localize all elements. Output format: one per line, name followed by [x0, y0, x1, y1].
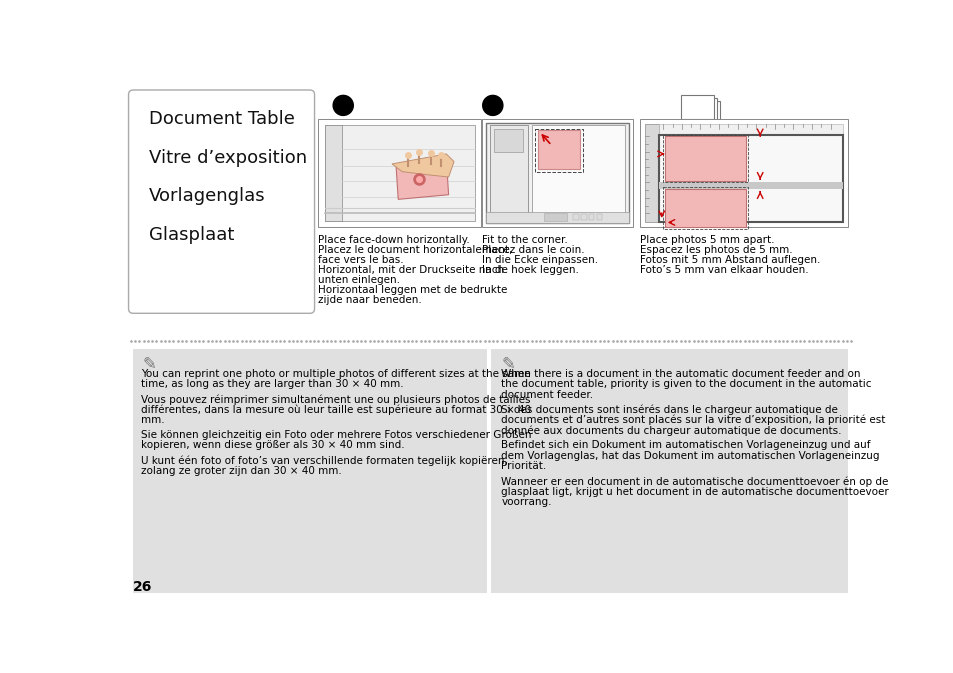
Text: the document table, priority is given to the document in the automatic: the document table, priority is given to…	[500, 379, 871, 389]
Bar	[324, 125, 341, 221]
Text: 1: 1	[338, 103, 348, 116]
Bar	[664, 136, 745, 181]
Polygon shape	[395, 160, 448, 199]
Text: zolang ze groter zijn dan 30 × 40 mm.: zolang ze groter zijn dan 30 × 40 mm.	[141, 466, 341, 476]
Bar	[664, 188, 745, 227]
Text: zijde naar beneden.: zijde naar beneden.	[318, 295, 422, 305]
Text: Vorlagenglas: Vorlagenglas	[149, 187, 265, 205]
Text: glasplaat ligt, krijgt u het document in de automatische documenttoevoer: glasplaat ligt, krijgt u het document in…	[500, 487, 888, 497]
Text: You can reprint one photo or multiple photos of different sizes at the same: You can reprint one photo or multiple ph…	[141, 369, 530, 379]
Bar	[588, 214, 594, 220]
Bar	[543, 213, 567, 221]
Text: voorrang.: voorrang.	[500, 497, 551, 507]
Bar	[537, 130, 579, 168]
Text: Placez le document horizontalement,: Placez le document horizontalement,	[318, 245, 513, 255]
Bar	[680, 95, 713, 119]
Text: Vitre d’exposition: Vitre d’exposition	[149, 149, 307, 166]
Text: face vers le bas.: face vers le bas.	[318, 255, 404, 264]
Text: Glasplaat: Glasplaat	[149, 225, 233, 244]
Text: unten einlegen.: unten einlegen.	[318, 275, 400, 285]
Bar	[639, 119, 847, 227]
Bar	[318, 119, 480, 227]
FancyBboxPatch shape	[129, 90, 314, 314]
Text: Horizontaal leggen met de bedrukte: Horizontaal leggen met de bedrukte	[318, 285, 507, 295]
Bar	[686, 101, 720, 125]
Bar	[485, 212, 629, 223]
Text: Befindet sich ein Dokument im automatischen Vorlageneinzug und auf: Befindet sich ein Dokument im automatisc…	[500, 440, 870, 450]
Bar	[534, 129, 583, 172]
Polygon shape	[392, 154, 454, 177]
Circle shape	[482, 96, 502, 115]
Text: Fotos mit 5 mm Abstand auflegen.: Fotos mit 5 mm Abstand auflegen.	[639, 255, 820, 264]
Bar	[658, 182, 842, 188]
Bar	[683, 98, 716, 122]
Bar	[489, 125, 528, 218]
Text: Foto’s 5 mm van elkaar houden.: Foto’s 5 mm van elkaar houden.	[639, 264, 808, 275]
Bar	[133, 349, 486, 593]
Bar	[662, 187, 747, 229]
Text: donnée aux documents du chargeur automatique de documents.: donnée aux documents du chargeur automat…	[500, 425, 841, 436]
Text: document feeder.: document feeder.	[500, 390, 593, 400]
Text: ✎: ✎	[142, 355, 156, 373]
Text: Place face-down horizontally.: Place face-down horizontally.	[318, 235, 470, 245]
Text: Vous pouvez réimprimer simultanément une ou plusieurs photos de tailles: Vous pouvez réimprimer simultanément une…	[141, 394, 530, 404]
Bar	[662, 135, 747, 182]
Bar	[596, 214, 601, 220]
Text: Si des documents sont insérés dans le chargeur automatique de: Si des documents sont insérés dans le ch…	[500, 404, 838, 415]
Bar	[485, 123, 629, 223]
Text: différentes, dans la mesure où leur taille est supérieure au format 30 × 40: différentes, dans la mesure où leur tail…	[141, 404, 531, 415]
Bar	[491, 349, 847, 593]
Text: kopieren, wenn diese größer als 30 × 40 mm sind.: kopieren, wenn diese größer als 30 × 40 …	[141, 440, 404, 450]
Bar	[324, 125, 475, 221]
Bar	[532, 125, 624, 218]
Text: Fit to the corner.: Fit to the corner.	[481, 235, 567, 245]
Bar	[481, 119, 633, 227]
Text: In die Ecke einpassen.: In die Ecke einpassen.	[481, 255, 598, 264]
Text: In de hoek leggen.: In de hoek leggen.	[481, 264, 578, 275]
Text: 26: 26	[133, 579, 152, 594]
Text: documents et d’autres sont placés sur la vitre d’exposition, la priorité est: documents et d’autres sont placés sur la…	[500, 415, 884, 425]
Text: U kunt één foto of foto’s van verschillende formaten tegelijk kopiëren,: U kunt één foto of foto’s van verschille…	[141, 456, 507, 466]
Circle shape	[333, 96, 353, 115]
Text: Horizontal, mit der Druckseite nach: Horizontal, mit der Druckseite nach	[318, 264, 504, 275]
Text: Espacez les photos de 5 mm.: Espacez les photos de 5 mm.	[639, 245, 792, 255]
Text: Place photos 5 mm apart.: Place photos 5 mm apart.	[639, 235, 774, 245]
Text: When there is a document in the automatic document feeder and on: When there is a document in the automati…	[500, 369, 860, 379]
Bar	[658, 124, 842, 135]
Text: ✎: ✎	[500, 355, 515, 373]
Bar	[580, 214, 586, 220]
Bar	[493, 129, 522, 151]
Text: Priorität.: Priorität.	[500, 461, 546, 471]
Bar	[573, 214, 578, 220]
Text: Sie können gleichzeitig ein Foto oder mehrere Fotos verschiedener Größen: Sie können gleichzeitig ein Foto oder me…	[141, 430, 531, 440]
Text: Wanneer er een document in de automatische documenttoevoer én op de: Wanneer er een document in de automatisc…	[500, 476, 888, 487]
Text: Placez dans le coin.: Placez dans le coin.	[481, 245, 584, 255]
Text: Document Table: Document Table	[149, 110, 294, 128]
Text: mm.: mm.	[141, 415, 165, 425]
Bar	[644, 124, 658, 223]
Text: dem Vorlagenglas, hat das Dokument im automatischen Vorlageneinzug: dem Vorlagenglas, hat das Dokument im au…	[500, 451, 879, 461]
Text: time, as long as they are larger than 30 × 40 mm.: time, as long as they are larger than 30…	[141, 379, 403, 389]
Text: 2: 2	[487, 103, 497, 116]
Bar	[658, 135, 842, 223]
